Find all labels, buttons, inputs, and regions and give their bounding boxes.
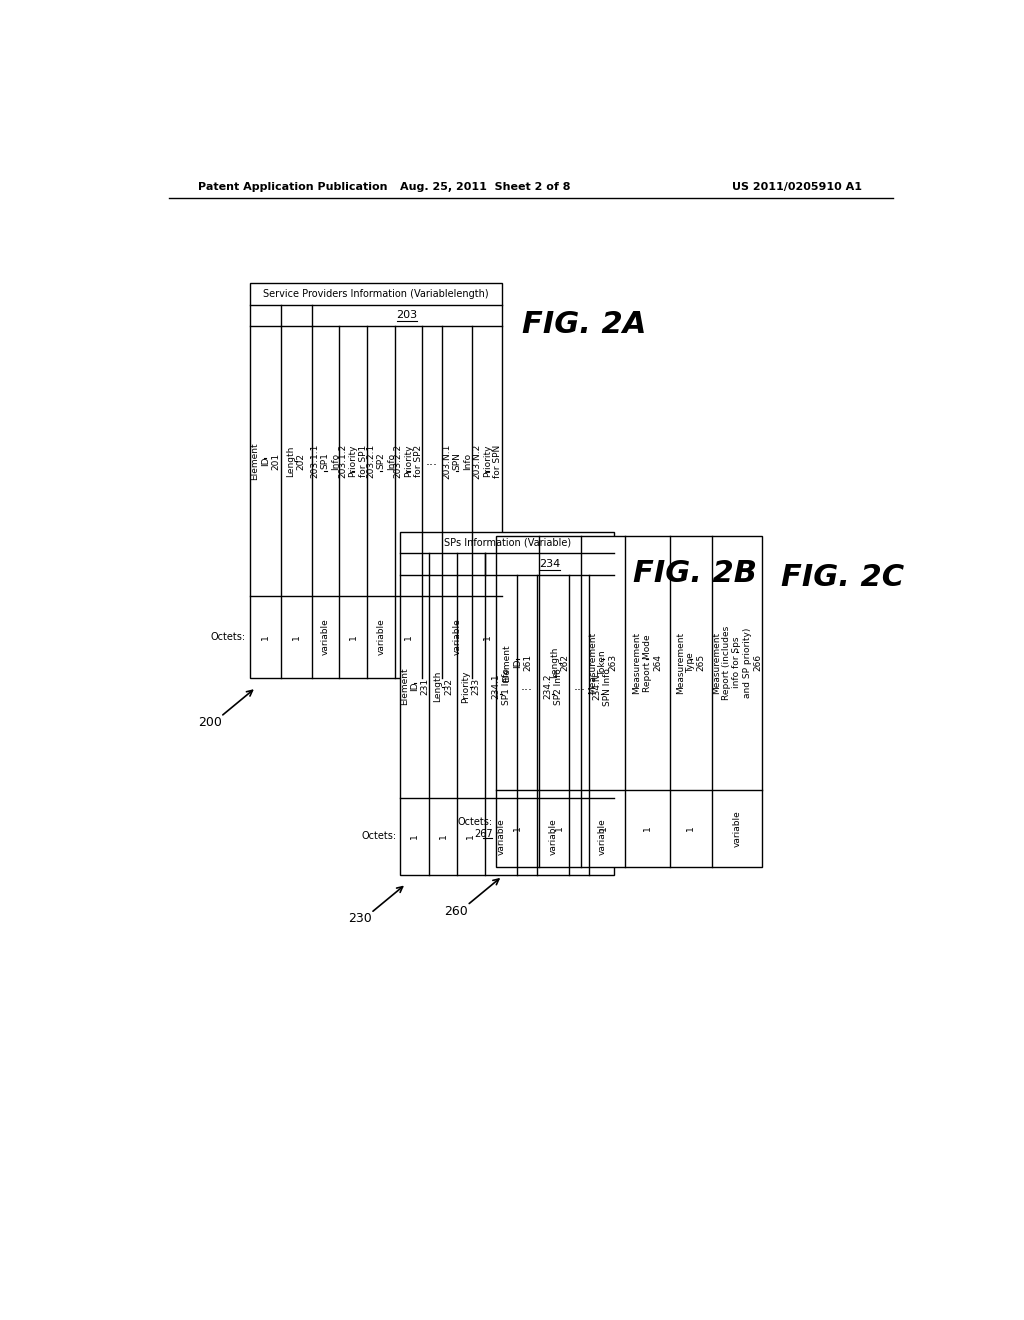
Text: 203: 203 bbox=[396, 310, 418, 321]
Text: variable: variable bbox=[321, 619, 330, 655]
Text: 203.2.2
Priority
for SP2: 203.2.2 Priority for SP2 bbox=[393, 444, 424, 478]
Text: 1: 1 bbox=[404, 634, 413, 640]
Text: 230: 230 bbox=[348, 912, 372, 925]
Text: Priority
233: Priority 233 bbox=[461, 671, 480, 702]
Text: US 2011/0205910 A1: US 2011/0205910 A1 bbox=[732, 182, 862, 191]
Text: Aug. 25, 2011  Sheet 2 of 8: Aug. 25, 2011 Sheet 2 of 8 bbox=[399, 182, 570, 191]
Text: 203.N.2
Priority
for SPN: 203.N.2 Priority for SPN bbox=[472, 444, 503, 479]
Text: Measurement
Report (includes
info for Sps
and SP priority)
266: Measurement Report (includes info for Sp… bbox=[712, 626, 762, 700]
Text: Octets:: Octets: bbox=[458, 817, 493, 828]
Text: 1: 1 bbox=[643, 825, 651, 832]
Text: variable: variable bbox=[732, 810, 741, 846]
Text: Service Providers Information (Variablelength): Service Providers Information (Variablel… bbox=[263, 289, 489, 298]
Text: 234.N
SPN Info: 234.N SPN Info bbox=[592, 668, 611, 706]
Text: 1: 1 bbox=[411, 833, 419, 840]
Text: 203.1.2
Priority
for SP1: 203.1.2 Priority for SP1 bbox=[338, 444, 368, 478]
Text: ...: ... bbox=[521, 680, 534, 693]
Text: variable: variable bbox=[453, 619, 462, 655]
Text: 1: 1 bbox=[438, 833, 447, 840]
Text: FIG. 2C: FIG. 2C bbox=[781, 562, 904, 591]
Text: variable: variable bbox=[497, 818, 506, 855]
Text: Element
ID
201: Element ID 201 bbox=[251, 442, 281, 480]
Text: Octets:: Octets: bbox=[211, 632, 246, 642]
Text: 203.2.1
SP2
Info: 203.2.1 SP2 Info bbox=[366, 444, 395, 478]
Text: SPs Information (Variable): SPs Information (Variable) bbox=[443, 537, 570, 548]
Text: 203.1.1
SP1
Info: 203.1.1 SP1 Info bbox=[310, 444, 340, 478]
Text: 1: 1 bbox=[292, 634, 301, 640]
Text: Length
262: Length 262 bbox=[550, 647, 569, 678]
Text: Measurement
Report Mode
264: Measurement Report Mode 264 bbox=[633, 632, 663, 694]
Text: 200: 200 bbox=[198, 715, 222, 729]
Text: ...: ... bbox=[573, 680, 586, 693]
Text: 1: 1 bbox=[466, 833, 475, 840]
Text: 1: 1 bbox=[348, 634, 357, 640]
Text: variable: variable bbox=[549, 818, 558, 855]
Bar bbox=[497, 536, 762, 867]
Bar bbox=[250, 284, 503, 678]
Text: FIG. 2A: FIG. 2A bbox=[521, 310, 646, 339]
Bar bbox=[400, 532, 614, 875]
Text: Measurement
Token
263: Measurement Token 263 bbox=[588, 632, 617, 694]
Text: 203.N.1
SPN
Info: 203.N.1 SPN Info bbox=[442, 444, 472, 479]
Text: 234.1
SP1 Info: 234.1 SP1 Info bbox=[492, 668, 511, 705]
Text: FIG. 2B: FIG. 2B bbox=[634, 558, 758, 587]
Text: 267: 267 bbox=[474, 829, 493, 840]
Text: Octets:: Octets: bbox=[361, 832, 396, 841]
Text: 234.2
SP2 Info: 234.2 SP2 Info bbox=[544, 668, 563, 705]
Text: 260: 260 bbox=[444, 904, 468, 917]
Text: 234: 234 bbox=[539, 560, 560, 569]
Text: 1: 1 bbox=[555, 825, 564, 832]
Text: 1: 1 bbox=[513, 825, 522, 832]
Text: 1: 1 bbox=[598, 825, 607, 832]
Text: Measurement
Type
265: Measurement Type 265 bbox=[676, 632, 706, 694]
Text: 1: 1 bbox=[686, 825, 695, 832]
Text: ...: ... bbox=[426, 454, 438, 467]
Text: variable: variable bbox=[376, 619, 385, 655]
Text: 1: 1 bbox=[261, 634, 269, 640]
Text: Length
202: Length 202 bbox=[287, 445, 306, 477]
Text: Patent Application Publication: Patent Application Publication bbox=[199, 182, 388, 191]
Text: variable: variable bbox=[597, 818, 606, 855]
Text: Element
ID
231: Element ID 231 bbox=[399, 668, 430, 705]
Text: Length
232: Length 232 bbox=[433, 671, 453, 702]
Text: Element
ID
261: Element ID 261 bbox=[503, 644, 532, 681]
Text: 1: 1 bbox=[483, 634, 492, 640]
